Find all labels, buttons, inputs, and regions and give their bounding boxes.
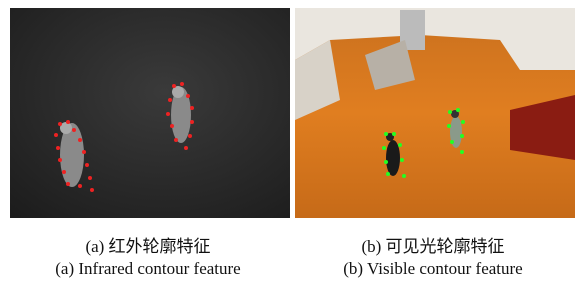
images [0,0,585,225]
caption-en: (b) Visible contour feature [288,259,578,279]
visible-image [295,8,575,218]
caption-en: (a) Infrared contour feature [3,259,293,279]
caption-zh: (b) 可见光轮廓特征 [288,232,578,257]
figure: (a) 红外轮廓特征 (a) Infrared contour feature … [0,0,585,281]
infrared-image [10,8,290,218]
caption-zh: (a) 红外轮廓特征 [3,232,293,257]
